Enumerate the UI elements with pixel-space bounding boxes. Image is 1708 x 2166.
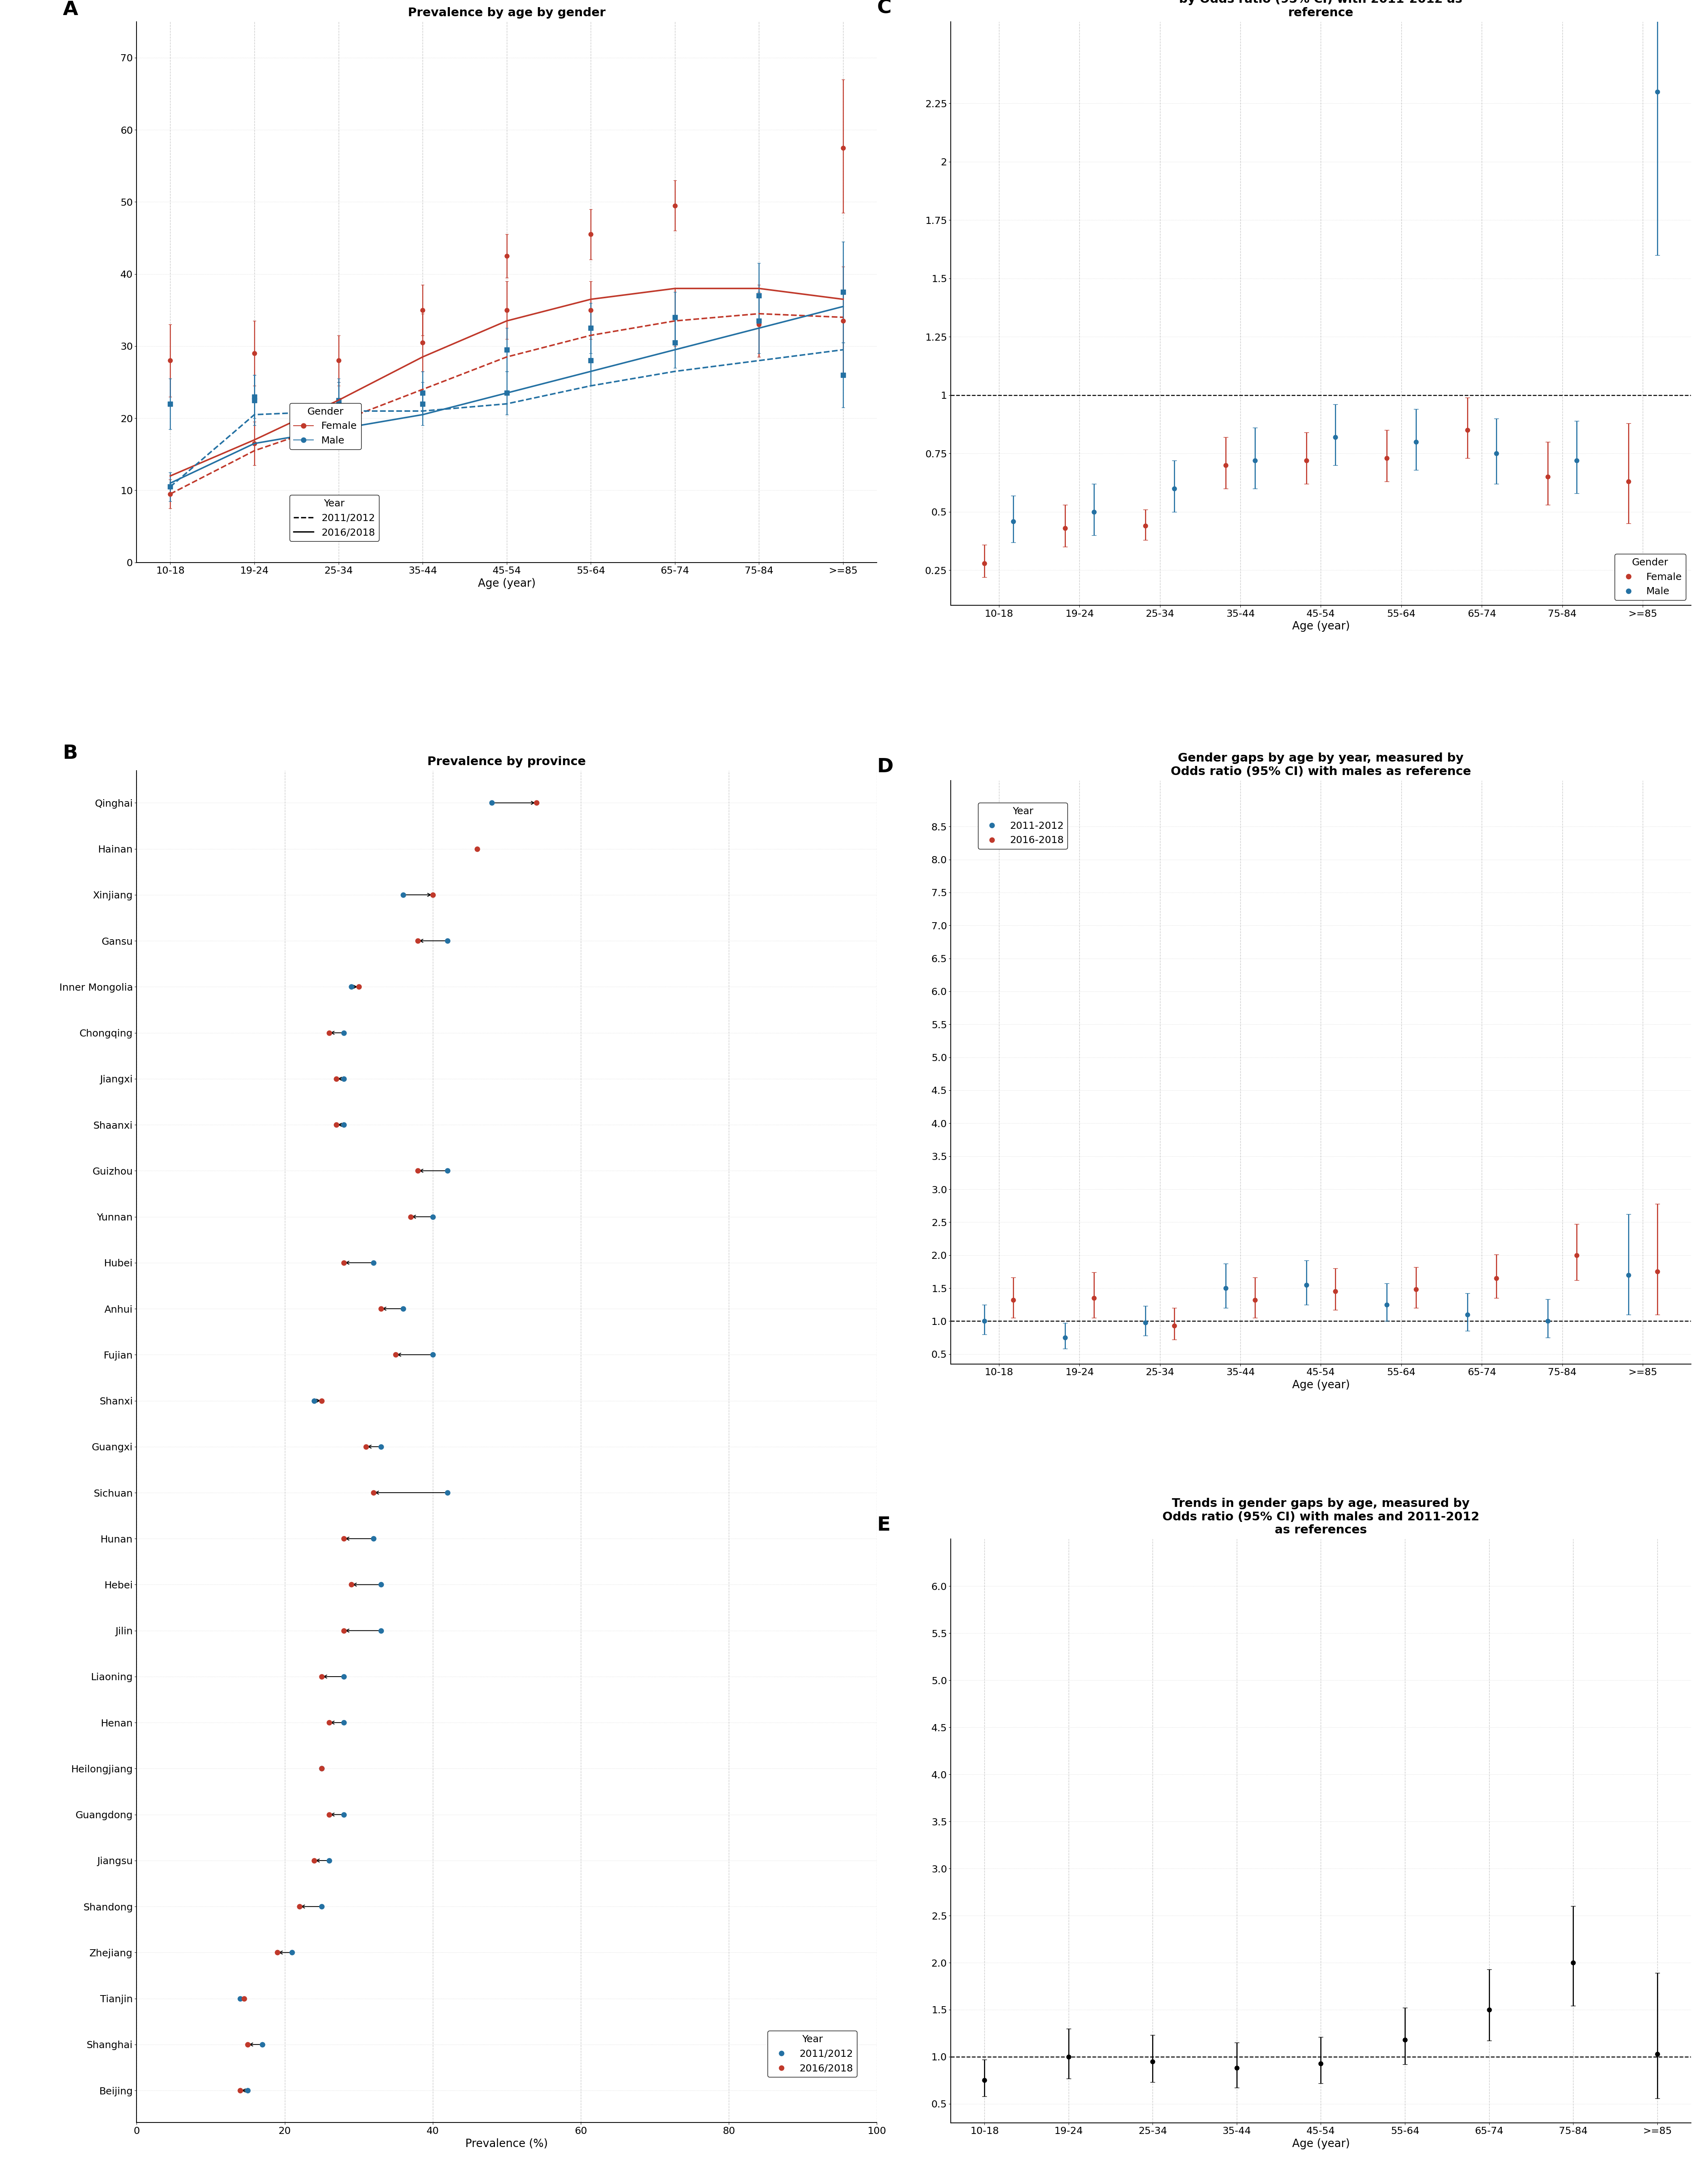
Title: Trends by age by gender, measured
by Odds ratio (95% CI) with 2011-2012 as
refer: Trends by age by gender, measured by Odd… [1179,0,1462,19]
X-axis label: Age (year): Age (year) [1291,2138,1349,2149]
Legend: Female, Male: Female, Male [1614,554,1686,600]
X-axis label: Age (year): Age (year) [478,578,536,589]
Text: B: B [63,743,77,762]
X-axis label: Prevalence (%): Prevalence (%) [465,2138,548,2149]
Text: E: E [876,1516,890,1536]
Title: Trends in gender gaps by age, measured by
Odds ratio (95% CI) with males and 201: Trends in gender gaps by age, measured b… [1163,1499,1479,1536]
Text: D: D [876,756,893,775]
Text: A: A [63,0,79,19]
Legend: 2011/2012, 2016/2018: 2011/2012, 2016/2018 [290,496,379,542]
Legend: 2011/2012, 2016/2018: 2011/2012, 2016/2018 [767,2032,857,2077]
Legend: 2011-2012, 2016-2018: 2011-2012, 2016-2018 [979,804,1068,849]
X-axis label: Age (year): Age (year) [1291,622,1349,632]
X-axis label: Age (year): Age (year) [1291,1380,1349,1391]
Title: Prevalence by age by gender: Prevalence by age by gender [408,6,606,19]
Title: Prevalence by province: Prevalence by province [427,756,586,767]
Text: C: C [876,0,892,17]
Title: Gender gaps by age by year, measured by
Odds ratio (95% CI) with males as refere: Gender gaps by age by year, measured by … [1170,752,1471,778]
